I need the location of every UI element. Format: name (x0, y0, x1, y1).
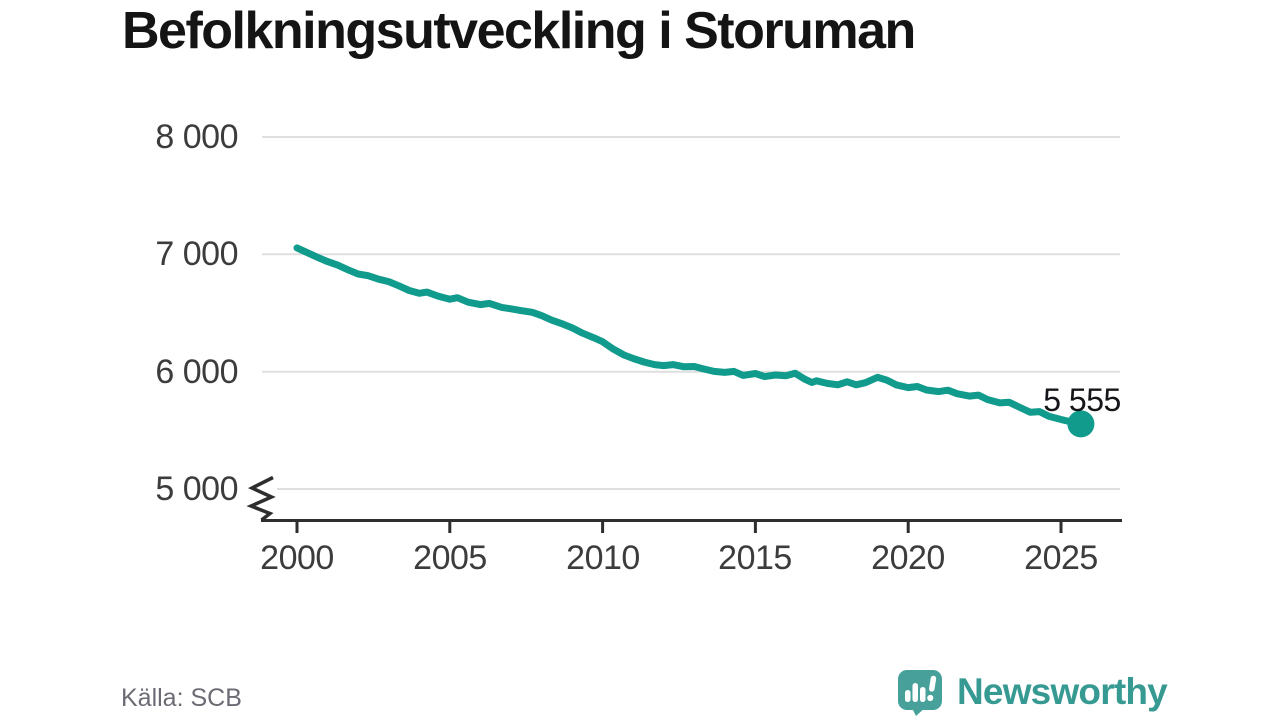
newsworthy-logo: Newsworthy (896, 667, 1168, 717)
bar-short-icon (905, 690, 911, 702)
x-axis-tick-label-2020: 2020 (871, 539, 945, 577)
chart-title: Befolkningsutveckling i Storuman (122, 2, 916, 60)
newsworthy-speech-bubble-chart-icon (898, 670, 942, 716)
y-axis-tick-label-8000: 8 000 (155, 118, 238, 156)
y-axis-tick-label-6000: 6 000 (155, 353, 238, 391)
x-axis-tick-label-2010: 2010 (566, 539, 640, 577)
axis-break-icon (246, 475, 276, 522)
exclamation-icon (927, 675, 937, 702)
x-axis-tick-label-2005: 2005 (413, 539, 487, 577)
x-axis-tick-label-2025: 2025 (1024, 539, 1098, 577)
newsworthy-wordmark: Newsworthy (957, 671, 1168, 712)
end-point-marker (1067, 410, 1095, 438)
y-axis-tick-label-7000: 7 000 (155, 235, 238, 273)
x-axis-tick-label-2015: 2015 (718, 539, 792, 577)
source-note: Källa: SCB (121, 684, 242, 712)
population-line (293, 244, 1085, 428)
end-value-label: 5 555 (1043, 382, 1121, 418)
x-axis-tick-label-2000: 2000 (260, 539, 334, 577)
bar-medium-icon (920, 687, 926, 702)
bar-tall-icon (912, 683, 918, 702)
y-axis-tick-label-5000: 5 000 (155, 470, 238, 508)
